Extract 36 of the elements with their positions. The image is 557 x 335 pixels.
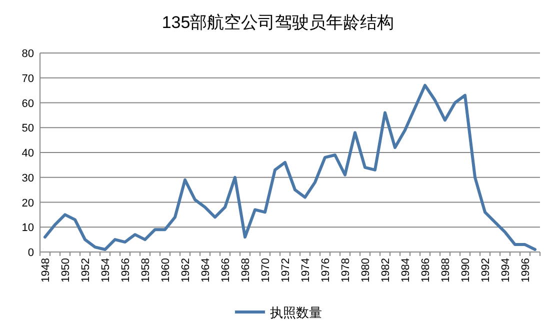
x-tick-label: 1950	[60, 258, 72, 282]
y-tick-label: 10	[22, 222, 34, 234]
y-tick-label: 30	[22, 172, 34, 184]
y-tick-label: 80	[22, 48, 34, 60]
chart-title: 135部航空公司驾驶员年龄结构	[162, 13, 394, 32]
x-tick-label: 1952	[80, 258, 92, 282]
x-tick-label: 1956	[120, 258, 132, 282]
x-tick-label: 1978	[340, 258, 352, 282]
y-tick-label: 50	[22, 122, 34, 135]
x-tick-label: 1980	[360, 258, 372, 282]
x-tick-label: 1966	[220, 258, 232, 282]
x-tick-label: 1982	[380, 258, 392, 282]
y-tick-label: 40	[22, 148, 34, 160]
x-tick-label: 1974	[300, 258, 312, 282]
x-tick-label: 1996	[520, 258, 532, 282]
x-tick-label: 1954	[100, 258, 112, 282]
x-tick-label: 1948	[40, 258, 52, 282]
x-tick-label: 1968	[240, 258, 252, 282]
y-tick-label: 70	[22, 72, 34, 85]
x-tick-label: 1962	[180, 258, 192, 282]
x-tick-label: 1964	[200, 258, 212, 282]
x-tick-label: 1994	[500, 258, 512, 282]
x-tick-label: 1992	[480, 258, 492, 282]
x-tick-label: 1990	[460, 258, 472, 282]
x-tick-label: 1984	[400, 258, 412, 282]
x-tick-label: 1958	[140, 258, 152, 282]
y-tick-label: 60	[22, 98, 34, 110]
legend-label: 执照数量	[270, 305, 322, 320]
x-tick-label: 1986	[420, 258, 432, 282]
x-tick-label: 1970	[260, 258, 272, 282]
y-tick-label: 0	[28, 247, 34, 259]
x-tick-label: 1988	[440, 258, 452, 282]
y-tick-label: 20	[22, 197, 34, 210]
x-tick-label: 1960	[160, 258, 172, 282]
x-tick-label: 1972	[280, 258, 292, 282]
x-tick-label: 1976	[320, 258, 332, 282]
